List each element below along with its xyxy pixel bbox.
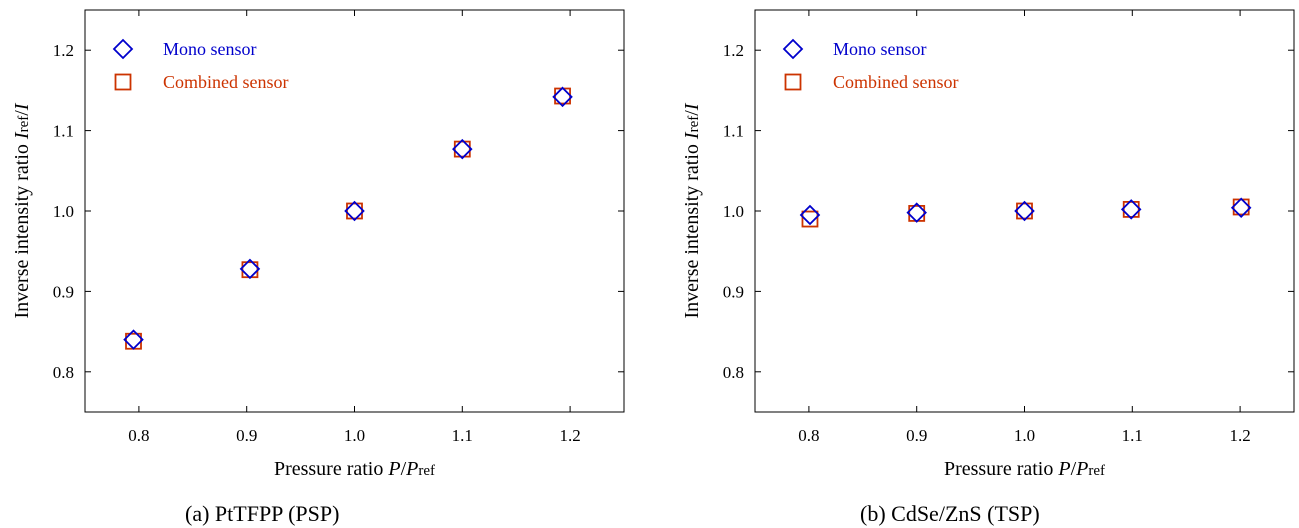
legend: Mono sensor Combined sensor	[112, 38, 289, 92]
data-point-square	[346, 202, 363, 220]
data-point-diamond	[906, 202, 927, 223]
data-point-diamond	[1120, 199, 1142, 220]
series-mono-sensor	[123, 86, 573, 350]
data-point-diamond	[452, 138, 473, 160]
plot-frame	[84, 9, 625, 413]
data-point-square	[453, 140, 471, 158]
data-point-square	[1122, 200, 1140, 218]
y-tick-label: 1.1	[723, 122, 744, 141]
y-tick-label: 0.8	[723, 363, 744, 382]
series-combined-sensor	[125, 87, 571, 350]
x-tick-label: 1.2	[559, 426, 580, 445]
data-point-diamond	[239, 258, 261, 280]
legend-label: Mono sensor	[833, 39, 927, 59]
legend-label: Combined sensor	[833, 72, 959, 92]
data-point-diamond	[123, 329, 144, 350]
data-point-diamond	[552, 86, 573, 108]
chart-panel-b: 0.8 0.9 1.0 1.1 1.2 0.8 0.9 1.0 1.1 1.2 Pressure r…	[681, 9, 1295, 526]
chart-panel-a: 0.8 0.9 1.0 1.1 1.2 0.8 0.9 1.0 1.1 1.2 Pressure r…	[11, 9, 625, 526]
legend-marker-square	[114, 73, 132, 91]
x-tick-label: 1.0	[344, 426, 365, 445]
legend: Mono sensor Combined sensor	[782, 38, 959, 92]
y-tick-label: 0.9	[723, 282, 744, 301]
y-tick-label: 1.2	[53, 41, 74, 60]
data-point-square	[1016, 202, 1033, 220]
x-tick-label: 1.0	[1014, 426, 1035, 445]
x-axis-label: Pressure ratio P/Pref	[274, 458, 435, 480]
series-mono-sensor	[799, 197, 1252, 226]
legend-label: Combined sensor	[163, 72, 289, 92]
data-point-square	[801, 210, 819, 228]
data-point-diamond	[344, 200, 365, 222]
panel-caption: (b) CdSe/ZnS (TSP)	[860, 501, 1040, 526]
plot-frame	[754, 9, 1295, 413]
panel-caption: (a) PtTFPP (PSP)	[185, 501, 339, 526]
y-tick-label: 1.2	[723, 41, 744, 60]
x-axis-label: Pressure ratio P/Pref	[944, 458, 1105, 480]
y-axis-label: Inverse intensity ratio Iref/I	[681, 102, 703, 318]
x-tick-label: 0.8	[798, 426, 819, 445]
legend-marker-diamond	[782, 38, 804, 60]
legend-marker-square	[784, 73, 802, 91]
y-tick-label: 1.0	[723, 202, 744, 221]
x-tick-label: 0.9	[906, 426, 927, 445]
x-tick-label: 1.2	[1229, 426, 1250, 445]
x-tick-label: 0.8	[128, 426, 149, 445]
data-point-diamond	[1014, 200, 1035, 222]
legend-marker-diamond	[112, 38, 134, 60]
y-axis-label: Inverse intensity ratio Iref/I	[11, 102, 33, 318]
data-point-diamond	[1230, 197, 1252, 219]
x-tick-label: 1.1	[452, 426, 473, 445]
y-tick-label: 0.9	[53, 282, 74, 301]
y-tick-label: 0.8	[53, 363, 74, 382]
y-tick-label: 1.1	[53, 122, 74, 141]
legend-label: Mono sensor	[163, 39, 257, 59]
y-tick-label: 1.0	[53, 202, 74, 221]
x-tick-label: 1.1	[1122, 426, 1143, 445]
data-point-diamond	[799, 204, 821, 226]
x-tick-label: 0.9	[236, 426, 257, 445]
